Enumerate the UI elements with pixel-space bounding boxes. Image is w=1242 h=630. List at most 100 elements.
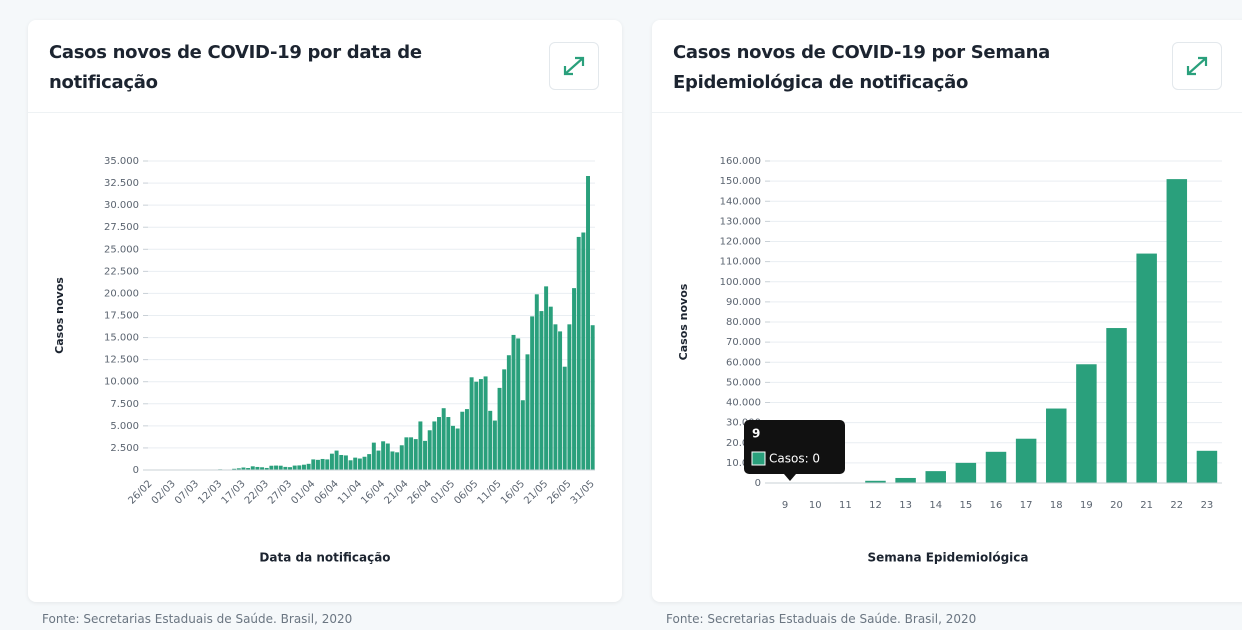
y-tick-label: 32.500 (104, 178, 139, 189)
x-tick-label: 12/03 (196, 478, 224, 506)
x-tick-label: 26/05 (545, 478, 573, 506)
x-tick-label: 31/05 (569, 478, 597, 506)
tooltip: 9 Casos: 0 (744, 420, 845, 481)
y-tick-label: 70.000 (726, 337, 761, 348)
y-tick-label: 25.000 (104, 244, 139, 255)
bar (297, 465, 302, 470)
x-tick-label: 01/04 (289, 478, 317, 506)
bar (288, 467, 292, 470)
x-tick-label: 26/02 (126, 478, 154, 506)
bar (483, 376, 488, 470)
bar (306, 463, 311, 470)
y-tick-label: 140.000 (720, 196, 761, 207)
bar (478, 379, 483, 470)
bar (586, 176, 590, 470)
x-tick-label: 06/05 (452, 478, 480, 506)
x-tick-label: 06/04 (313, 478, 341, 506)
bar (278, 465, 283, 470)
y-tick-label: 20.000 (104, 288, 139, 299)
x-tick-label: 27/03 (266, 478, 294, 506)
bar (590, 325, 595, 470)
x-axis-title: Semana Epidemiológica (868, 551, 1029, 565)
bar (418, 421, 423, 470)
x-tick-label: 11 (839, 500, 852, 511)
x-tick-label: 16 (990, 500, 1003, 511)
bar (320, 458, 325, 470)
bar (325, 459, 330, 470)
bar (1106, 328, 1127, 483)
x-tick-label: 9 (782, 500, 788, 511)
bar (334, 450, 339, 470)
bar (399, 445, 404, 470)
bar (1166, 179, 1188, 484)
bar (1076, 364, 1097, 483)
bar (371, 442, 376, 470)
x-tick-label: 16/04 (359, 478, 387, 506)
bar (553, 324, 558, 470)
tooltip-swatch (751, 451, 766, 466)
bar (232, 468, 237, 470)
bar (525, 354, 530, 470)
y-tick-label: 0 (133, 465, 139, 476)
bar (455, 428, 460, 470)
y-tick-label: 10.000 (726, 458, 761, 469)
bar (423, 440, 428, 470)
y-tick-label: 20.000 (726, 438, 761, 449)
y-axis-title: Casos novos (677, 283, 690, 360)
y-tick-label: 10.000 (104, 377, 139, 388)
expand-icon (563, 56, 585, 76)
bar (1046, 408, 1067, 483)
bar (292, 465, 297, 470)
bar (404, 437, 409, 470)
x-tick-label: 22 (1170, 500, 1183, 511)
bar (432, 421, 437, 470)
bar (269, 465, 274, 470)
x-tick-label: 12 (869, 500, 882, 511)
x-tick-label: 21 (1140, 500, 1153, 511)
bar (302, 464, 306, 470)
x-tick-label: 15 (959, 500, 972, 511)
y-tick-label: 5.000 (110, 421, 139, 432)
chart-title: Casos novos de COVID-19 por data de noti… (49, 42, 422, 93)
y-tick-label: 50.000 (726, 377, 761, 388)
expand-button[interactable] (1172, 42, 1222, 90)
bar (506, 355, 511, 470)
expand-button[interactable] (549, 42, 599, 90)
source-note: Fonte: Secretarias Estaduais de Saúde. B… (666, 612, 977, 626)
bar (1015, 438, 1037, 483)
bar (530, 316, 535, 470)
bar (362, 456, 367, 470)
y-tick-label: 30.000 (104, 200, 139, 211)
x-tick-label: 10 (809, 500, 822, 511)
bar (367, 454, 372, 470)
bar (865, 480, 886, 483)
bar (357, 458, 362, 470)
bar (558, 331, 563, 470)
bar (413, 439, 418, 470)
bar (255, 466, 260, 470)
x-axis-title: Data da notificação (259, 551, 390, 565)
bar (1196, 450, 1218, 483)
bar (315, 459, 320, 470)
bar (516, 338, 521, 470)
bar (562, 366, 567, 470)
bar (311, 459, 316, 470)
y-tick-label: 160.000 (720, 156, 761, 167)
y-tick-label: 150.000 (720, 176, 761, 187)
bar (343, 455, 348, 470)
y-tick-label: 40.000 (726, 398, 761, 409)
bar (576, 236, 581, 470)
source-note: Fonte: Secretarias Estaduais de Saúde. B… (42, 612, 353, 626)
bar (441, 408, 446, 470)
bar (451, 425, 455, 470)
x-tick-label: 07/03 (173, 478, 201, 506)
bar (395, 452, 400, 470)
bar (474, 381, 479, 470)
bar (581, 232, 586, 470)
bar (534, 294, 539, 470)
x-tick-label: 18 (1050, 500, 1063, 511)
x-tick-label: 17 (1020, 500, 1033, 511)
y-tick-label: 2.500 (110, 443, 139, 454)
bar (572, 288, 577, 470)
